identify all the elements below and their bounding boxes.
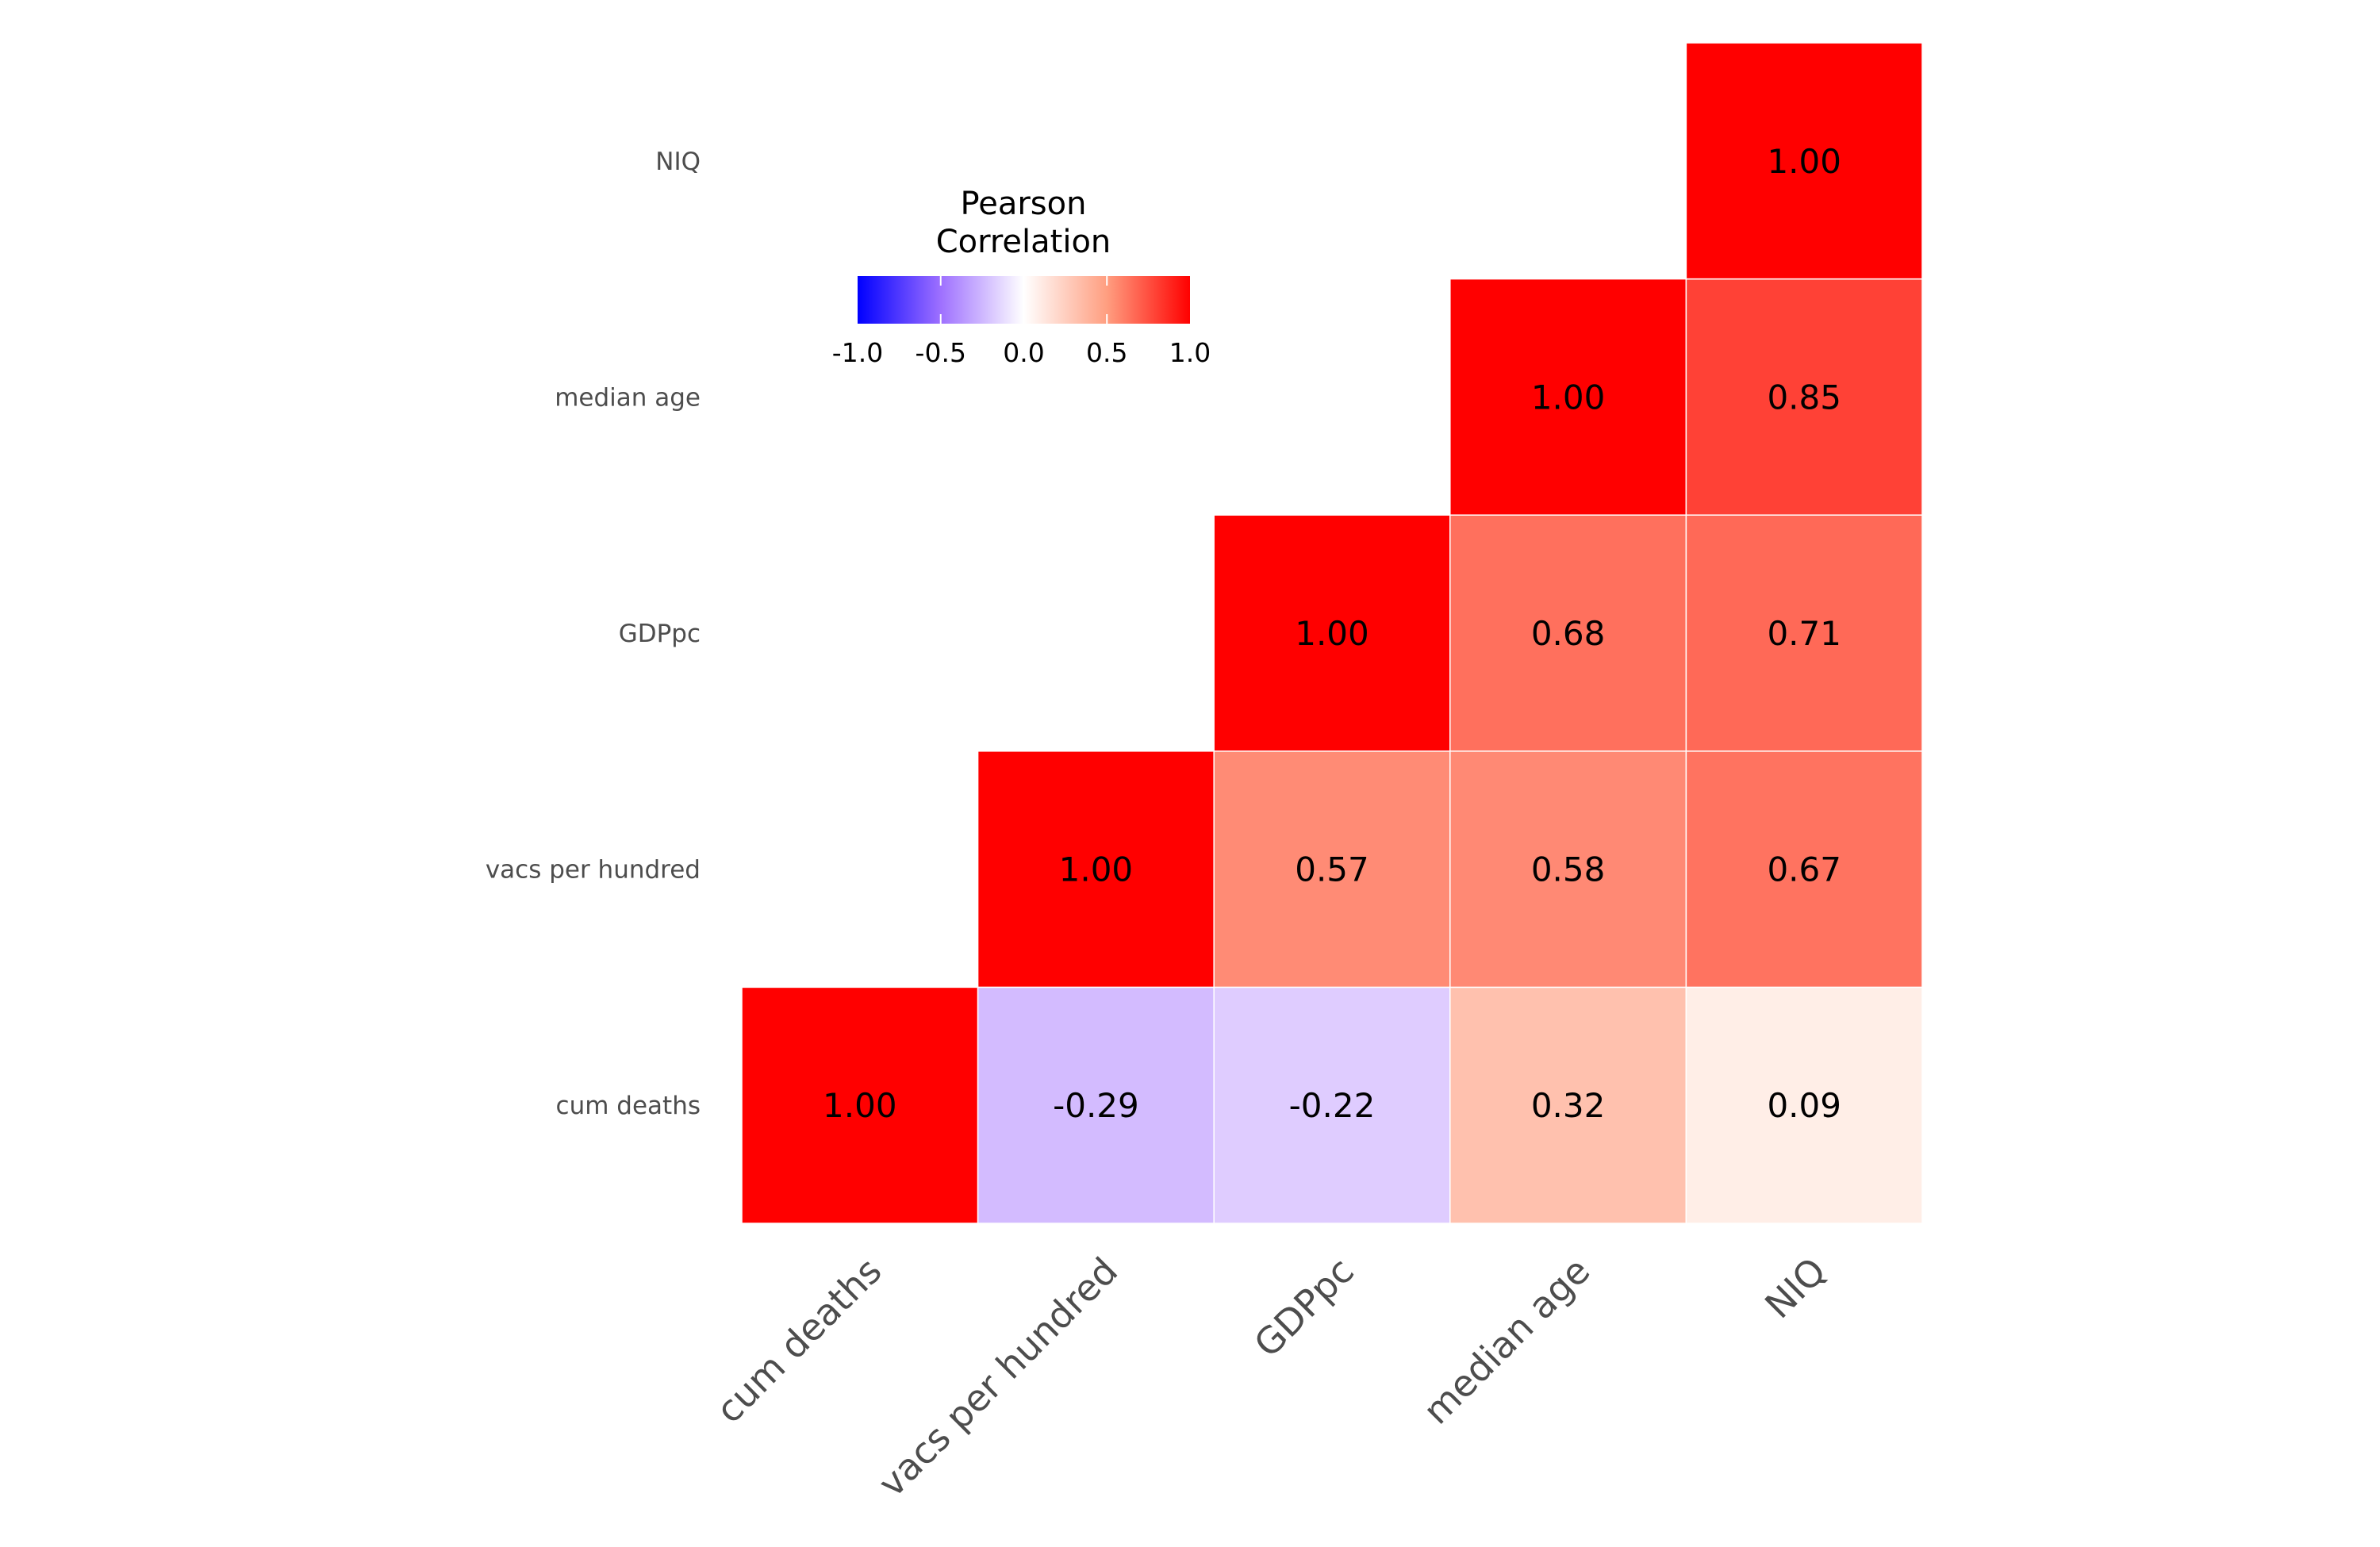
legend-tick-label: 0.5: [1086, 337, 1127, 368]
heatmap-cell: [977, 750, 1215, 988]
y-tick-label: cum deaths: [556, 1092, 701, 1120]
legend-tick-label: 0.0: [1003, 337, 1044, 368]
legend-title-line-1: Pearson: [961, 186, 1087, 222]
cell-value-label: 0.58: [1531, 850, 1606, 889]
x-tick-label: vacs per hundred: [869, 1250, 1126, 1506]
x-tick-label: median age: [1415, 1250, 1598, 1433]
legend: Pearson Correlation -1.0 -0.5 0.0 0.5 1.0: [832, 186, 1211, 368]
heatmap-cell: [1449, 278, 1687, 516]
cell-value-label: -0.22: [1289, 1086, 1376, 1125]
cell-value-label: 0.09: [1767, 1086, 1841, 1125]
legend-tick-label: 1.0: [1169, 337, 1211, 368]
cell-value-label: -0.29: [1053, 1086, 1139, 1125]
cell-value-label: 0.71: [1767, 614, 1841, 653]
cell-value-label: 0.85: [1767, 378, 1841, 416]
cell-value-label: 1.00: [1295, 614, 1369, 653]
heatmap-cell: [741, 986, 979, 1224]
heatmap-cell: [1685, 42, 1923, 280]
heatmap-cells: 1.00 -0.29 -0.22 0.32 0.09 1.00 0.57 0.58 0.67 1.…: [741, 42, 1923, 1224]
legend-tick-label: -0.5: [916, 337, 966, 368]
x-tick-label: NIQ: [1756, 1250, 1834, 1327]
heatmap-cell: [1213, 514, 1451, 752]
legend-tick-label: -1.0: [832, 337, 883, 368]
cell-value-label: 0.67: [1767, 850, 1841, 889]
y-tick-label: NIQ: [655, 148, 701, 176]
y-tick-label: GDPpc: [619, 620, 701, 648]
y-tick-label: median age: [555, 383, 701, 412]
y-axis-labels: cum deaths vacs per hundred GDPpc median ag…: [486, 148, 701, 1120]
cell-value-label: 1.00: [823, 1086, 897, 1125]
heatmap-cell: [1685, 750, 1923, 988]
heatmap-cell: [977, 986, 1215, 1224]
heatmap-cell: [1685, 986, 1923, 1224]
cell-value-label: 1.00: [1059, 850, 1134, 889]
x-tick-label: cum deaths: [708, 1250, 890, 1432]
heatmap-cell: [1213, 750, 1451, 988]
heatmap-cell: [1449, 750, 1687, 988]
heatmap-cell: [1685, 514, 1923, 752]
cell-value-label: 0.68: [1531, 614, 1606, 653]
heatmap-cell: [1449, 986, 1687, 1224]
legend-title-line-2: Correlation: [936, 224, 1111, 260]
cell-value-label: 0.57: [1295, 850, 1369, 889]
cell-value-label: 0.32: [1531, 1086, 1606, 1125]
cell-value-label: 1.00: [1767, 142, 1841, 181]
x-tick-label: GDPpc: [1246, 1250, 1362, 1366]
y-tick-label: vacs per hundred: [486, 856, 701, 885]
cell-value-label: 1.00: [1531, 378, 1606, 416]
